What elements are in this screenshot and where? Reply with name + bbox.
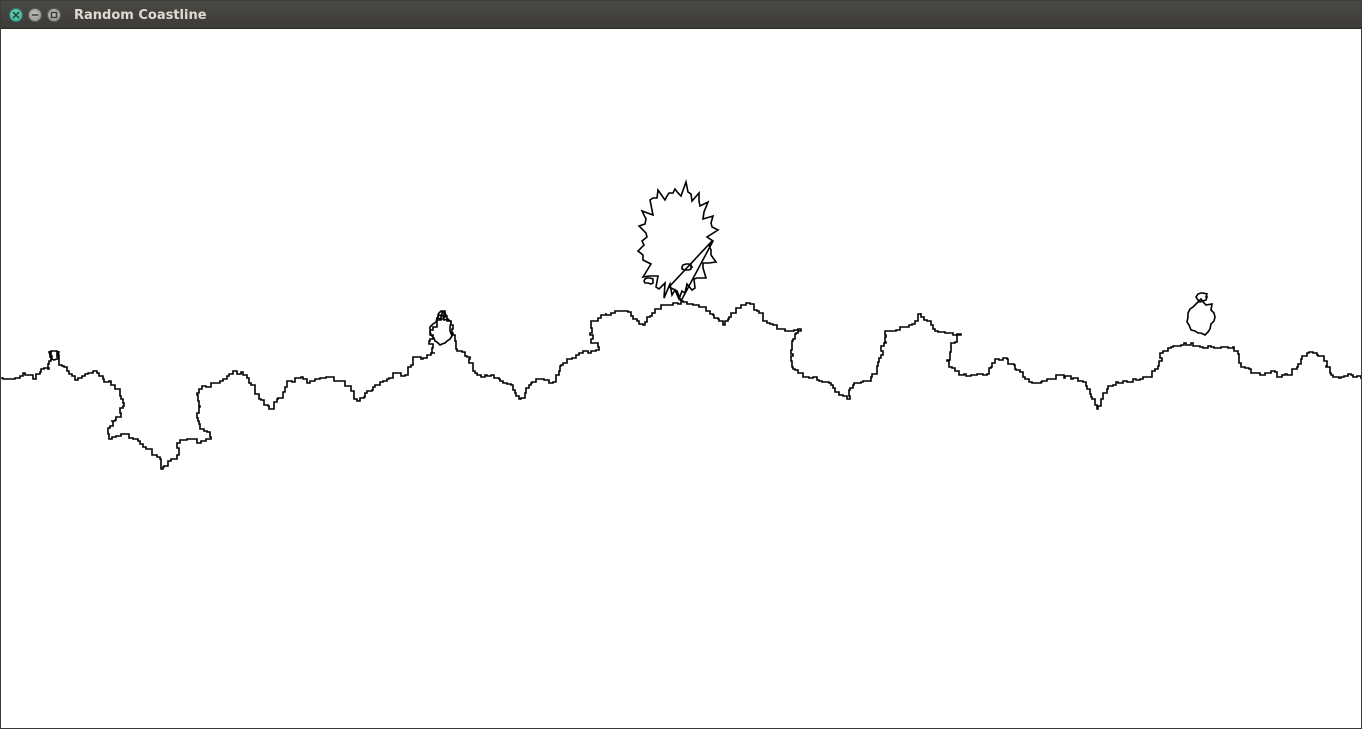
coastline-path: [1, 179, 1361, 470]
window-title: Random Coastline: [74, 8, 207, 23]
coastline-drawing: [1, 179, 1361, 470]
minimize-button[interactable]: [28, 8, 42, 22]
maximize-button[interactable]: [47, 8, 61, 22]
minimize-icon: [31, 14, 39, 16]
close-button[interactable]: [9, 8, 23, 22]
maximize-icon: [50, 11, 58, 19]
title-bar[interactable]: Random Coastline: [1, 1, 1361, 29]
close-icon: [12, 11, 20, 19]
drawing-canvas: [1, 29, 1361, 728]
